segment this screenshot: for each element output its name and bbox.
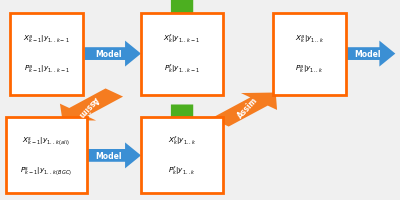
Polygon shape: [347, 41, 395, 67]
Text: Model: Model: [96, 50, 122, 59]
Text: $P^f_k|y_{1..k-1}$: $P^f_k|y_{1..k-1}$: [164, 63, 200, 76]
Polygon shape: [159, 105, 205, 193]
Text: $P^a_{k-1}|y_{1..k-1}$: $P^a_{k-1}|y_{1..k-1}$: [24, 63, 70, 75]
FancyBboxPatch shape: [10, 14, 84, 95]
Text: $X^a_{k-1}|y_{1..k-1}$: $X^a_{k-1}|y_{1..k-1}$: [23, 33, 70, 45]
FancyBboxPatch shape: [273, 14, 346, 95]
Text: $P^s_{k-1}|y_{1..k\,(BGC)}$: $P^s_{k-1}|y_{1..k\,(BGC)}$: [20, 165, 73, 176]
Text: $Obs_k$: $Obs_k$: [177, 35, 187, 53]
Text: $P^f_k|y_{1..k}$: $P^f_k|y_{1..k}$: [168, 164, 196, 177]
Polygon shape: [159, 1, 205, 93]
Text: Assim: Assim: [76, 95, 100, 119]
Text: $Obs_k$: $Obs_k$: [177, 137, 187, 155]
Text: $X^f_k|y_{1..k}$: $X^f_k|y_{1..k}$: [168, 134, 196, 147]
Text: $P^a_k|y_{1..k}$: $P^a_k|y_{1..k}$: [296, 63, 324, 75]
Polygon shape: [60, 89, 123, 121]
Text: Model: Model: [96, 151, 122, 160]
Polygon shape: [84, 41, 141, 67]
FancyBboxPatch shape: [141, 118, 223, 193]
Text: $X^a_k|y_{1..k}$: $X^a_k|y_{1..k}$: [295, 33, 324, 45]
Text: $X^f_k|y_{1..k-1}$: $X^f_k|y_{1..k-1}$: [163, 33, 201, 46]
Text: Assim: Assim: [236, 96, 260, 120]
Text: $X^s_{k-1}|y_{1..k\,(all)}$: $X^s_{k-1}|y_{1..k\,(all)}$: [22, 135, 71, 147]
Text: Model: Model: [354, 50, 380, 59]
FancyBboxPatch shape: [141, 14, 223, 95]
Polygon shape: [84, 143, 141, 169]
Polygon shape: [211, 93, 277, 127]
FancyBboxPatch shape: [6, 118, 87, 193]
